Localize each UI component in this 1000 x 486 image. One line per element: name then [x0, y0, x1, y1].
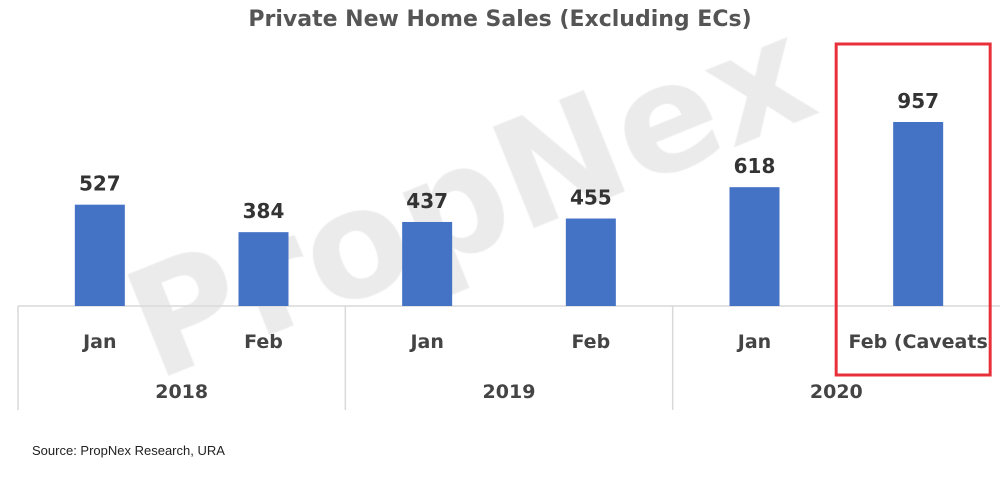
x-tick-label: Feb	[571, 331, 610, 353]
group-label: 2020	[810, 381, 863, 403]
source-note: Source: PropNex Research, URA	[32, 443, 225, 458]
bar	[565, 218, 616, 306]
x-tick-label: Jan	[736, 331, 771, 353]
group-label: 2018	[155, 381, 208, 403]
x-tick-label: Jan	[408, 331, 443, 353]
bar	[402, 221, 453, 306]
bar	[238, 232, 289, 306]
x-tick-label: Feb (Caveats	[849, 331, 988, 353]
x-tick-label: Jan	[81, 331, 116, 353]
data-label: 455	[570, 186, 612, 210]
data-label: 527	[79, 172, 121, 196]
highlight-box	[834, 42, 992, 377]
data-label: 437	[406, 189, 448, 213]
data-label: 618	[734, 154, 776, 178]
bar	[729, 187, 780, 306]
bar	[893, 122, 944, 306]
x-tick-label: Feb	[244, 331, 283, 353]
bar	[74, 204, 125, 306]
chart-title: Private New Home Sales (Excluding ECs)	[248, 7, 751, 32]
data-label: 957	[897, 89, 939, 113]
group-label: 2019	[483, 381, 536, 403]
data-label: 384	[243, 199, 285, 223]
